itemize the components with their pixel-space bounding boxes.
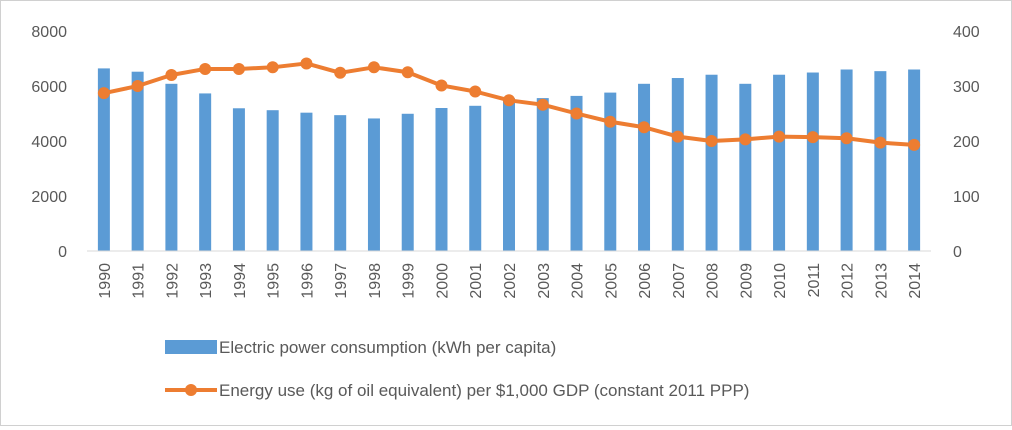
line-point bbox=[199, 62, 212, 75]
bar bbox=[806, 72, 819, 252]
bar bbox=[232, 108, 245, 252]
line-point bbox=[503, 94, 515, 107]
bar bbox=[300, 112, 313, 251]
left-tick-label: 4000 bbox=[31, 134, 67, 151]
x-tick-label: 1994 bbox=[232, 263, 249, 299]
left-tick-label: 8000 bbox=[31, 24, 67, 41]
line-point bbox=[367, 61, 380, 74]
bar bbox=[131, 71, 144, 251]
line-point bbox=[401, 66, 414, 79]
x-tick-label: 2003 bbox=[536, 263, 553, 299]
line-point bbox=[874, 136, 887, 149]
bar bbox=[199, 93, 212, 251]
bar bbox=[773, 74, 786, 251]
legend-line-marker bbox=[185, 384, 197, 396]
x-tick-label: 2000 bbox=[434, 263, 451, 299]
bar bbox=[570, 95, 583, 252]
x-tick-label: 1993 bbox=[198, 263, 215, 299]
x-axis-ticks: 1990 1991 1992 1993 1994 1995 1996 1997 1998 1999… bbox=[97, 263, 924, 299]
bar bbox=[638, 83, 651, 251]
x-tick-label: 1995 bbox=[266, 263, 283, 299]
x-tick-label: 1998 bbox=[367, 263, 384, 299]
right-tick-label: 200 bbox=[953, 134, 980, 151]
bar bbox=[908, 69, 921, 251]
bar bbox=[840, 69, 853, 251]
x-tick-label: 2007 bbox=[671, 263, 688, 299]
line-point bbox=[638, 121, 651, 134]
legend-label-energy: Energy use (kg of oil equivalent) per $1… bbox=[219, 381, 749, 400]
legend-label-electric: Electric power consumption (kWh per capi… bbox=[219, 338, 556, 357]
left-axis-ticks: 0 2000 4000 6000 8000 bbox=[31, 24, 67, 261]
line-point bbox=[570, 107, 583, 120]
line-point bbox=[705, 135, 718, 147]
line-point bbox=[97, 87, 110, 100]
x-tick-label: 2009 bbox=[738, 263, 755, 299]
bar bbox=[367, 118, 380, 251]
left-tick-label: 2000 bbox=[31, 189, 67, 206]
line-point bbox=[536, 98, 549, 111]
right-axis-ticks: 0 100 200 300 400 bbox=[953, 24, 980, 261]
bar bbox=[671, 78, 684, 252]
line-point bbox=[300, 57, 313, 70]
x-tick-label: 1996 bbox=[299, 263, 316, 299]
bar bbox=[97, 68, 110, 252]
line-point bbox=[334, 66, 347, 79]
right-tick-label: 300 bbox=[953, 79, 980, 96]
bar bbox=[334, 115, 347, 252]
x-tick-label: 1997 bbox=[333, 263, 350, 299]
bar bbox=[536, 98, 549, 251]
line-point bbox=[131, 80, 144, 92]
line-point bbox=[773, 130, 786, 143]
bar bbox=[739, 83, 752, 251]
x-tick-label: 1992 bbox=[164, 263, 181, 299]
legend: Electric power consumption (kWh per capi… bbox=[165, 338, 749, 400]
line-point bbox=[671, 130, 684, 143]
bar bbox=[705, 74, 718, 251]
legend-bar-swatch bbox=[165, 340, 217, 354]
x-tick-label: 1999 bbox=[401, 263, 418, 299]
line-point bbox=[165, 69, 178, 81]
x-tick-label: 2005 bbox=[603, 263, 620, 299]
line-point bbox=[604, 115, 617, 128]
left-tick-label: 0 bbox=[58, 244, 67, 261]
x-tick-label: 2004 bbox=[570, 263, 587, 299]
x-tick-label: 2002 bbox=[502, 263, 519, 299]
right-tick-label: 0 bbox=[953, 244, 962, 261]
x-tick-label: 2011 bbox=[806, 263, 823, 298]
line-point bbox=[232, 62, 245, 75]
x-tick-label: 2008 bbox=[705, 263, 722, 299]
bar bbox=[401, 113, 414, 252]
bar bbox=[469, 105, 482, 251]
line-point bbox=[435, 79, 448, 92]
right-tick-label: 100 bbox=[953, 189, 980, 206]
x-tick-label: 2010 bbox=[772, 263, 789, 299]
line-point bbox=[806, 131, 819, 144]
line-point bbox=[266, 61, 279, 74]
line-point bbox=[739, 133, 752, 146]
x-tick-label: 1990 bbox=[97, 263, 114, 299]
bar bbox=[435, 108, 448, 251]
x-tick-label: 2013 bbox=[873, 263, 890, 299]
bar bbox=[874, 71, 887, 252]
left-tick-label: 6000 bbox=[31, 79, 67, 96]
bar-series bbox=[97, 68, 921, 252]
bar bbox=[165, 83, 178, 251]
line-series bbox=[97, 57, 921, 151]
x-tick-label: 2001 bbox=[468, 263, 485, 299]
x-tick-label: 2006 bbox=[637, 263, 654, 299]
x-tick-label: 1991 bbox=[131, 263, 148, 299]
right-tick-label: 400 bbox=[953, 24, 980, 41]
bar bbox=[503, 98, 515, 251]
line-point bbox=[840, 132, 853, 145]
bar bbox=[266, 110, 279, 251]
x-tick-label: 2012 bbox=[840, 263, 857, 299]
line-point bbox=[469, 85, 482, 98]
line-point bbox=[908, 138, 921, 151]
x-tick-label: 2014 bbox=[907, 263, 924, 299]
bar bbox=[604, 92, 617, 251]
